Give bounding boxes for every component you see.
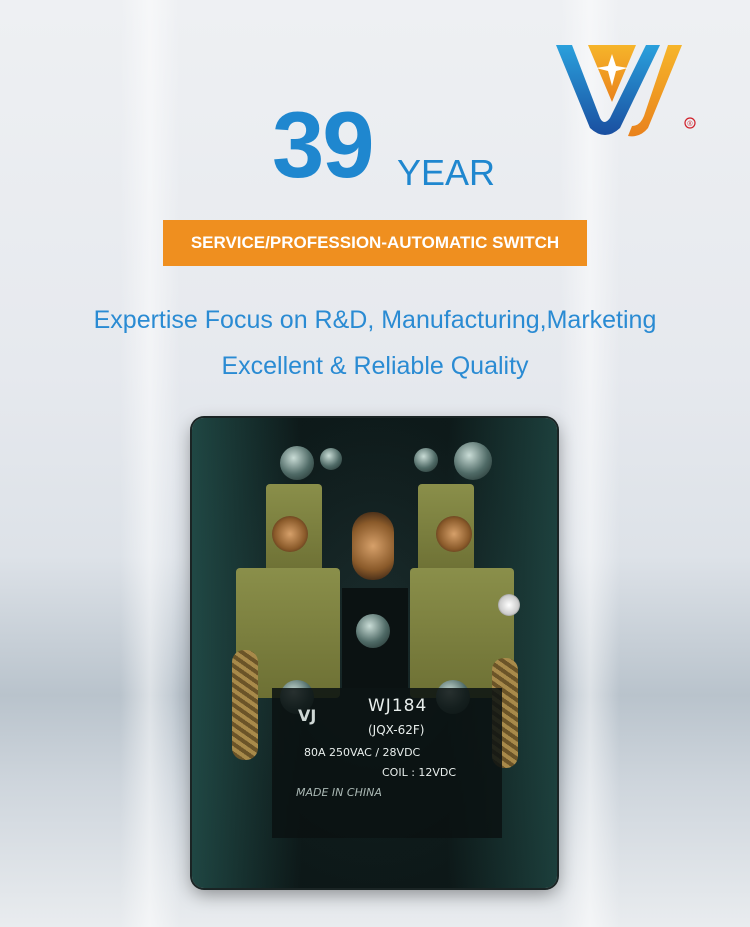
screw [356, 614, 390, 648]
banner-text: SERVICE/PROFESSION-AUTOMATIC SWITCH [190, 233, 560, 252]
label-rating: 80A 250VAC / 28VDC [304, 746, 421, 759]
label-type: (JQX-62F) [368, 723, 425, 737]
label-panel [272, 688, 502, 838]
background-light-streak [560, 0, 620, 927]
tagline-quality: Excellent & Reliable Quality [221, 352, 529, 380]
label-origin: MADE IN CHINA [296, 786, 382, 799]
screw [414, 448, 438, 472]
screw [280, 446, 314, 480]
service-banner: SERVICE/PROFESSION-AUTOMATIC SWITCH [163, 220, 587, 266]
screw [454, 442, 492, 480]
label-logo: VJ [298, 706, 317, 725]
copper-braid [232, 650, 258, 760]
rivet [436, 516, 472, 552]
tagline-expertise: Expertise Focus on R&D, Manufacturing,Ma… [93, 306, 657, 334]
registered-mark: ® [687, 120, 693, 128]
screw [498, 594, 520, 616]
years-number: 39 [272, 92, 375, 197]
label-model: WJ184 [368, 696, 428, 716]
wj-logo: ® [556, 45, 696, 137]
relay-product-photo: VJ WJ184 (JQX-62F) 80A 250VAC / 28VDC CO… [192, 418, 557, 888]
screw [320, 448, 342, 470]
years-unit: YEAR [397, 152, 496, 193]
rivet [272, 516, 308, 552]
label-coil: COIL : 12VDC [382, 766, 457, 779]
background-light-streak [120, 0, 180, 927]
coil-terminal [352, 512, 394, 580]
